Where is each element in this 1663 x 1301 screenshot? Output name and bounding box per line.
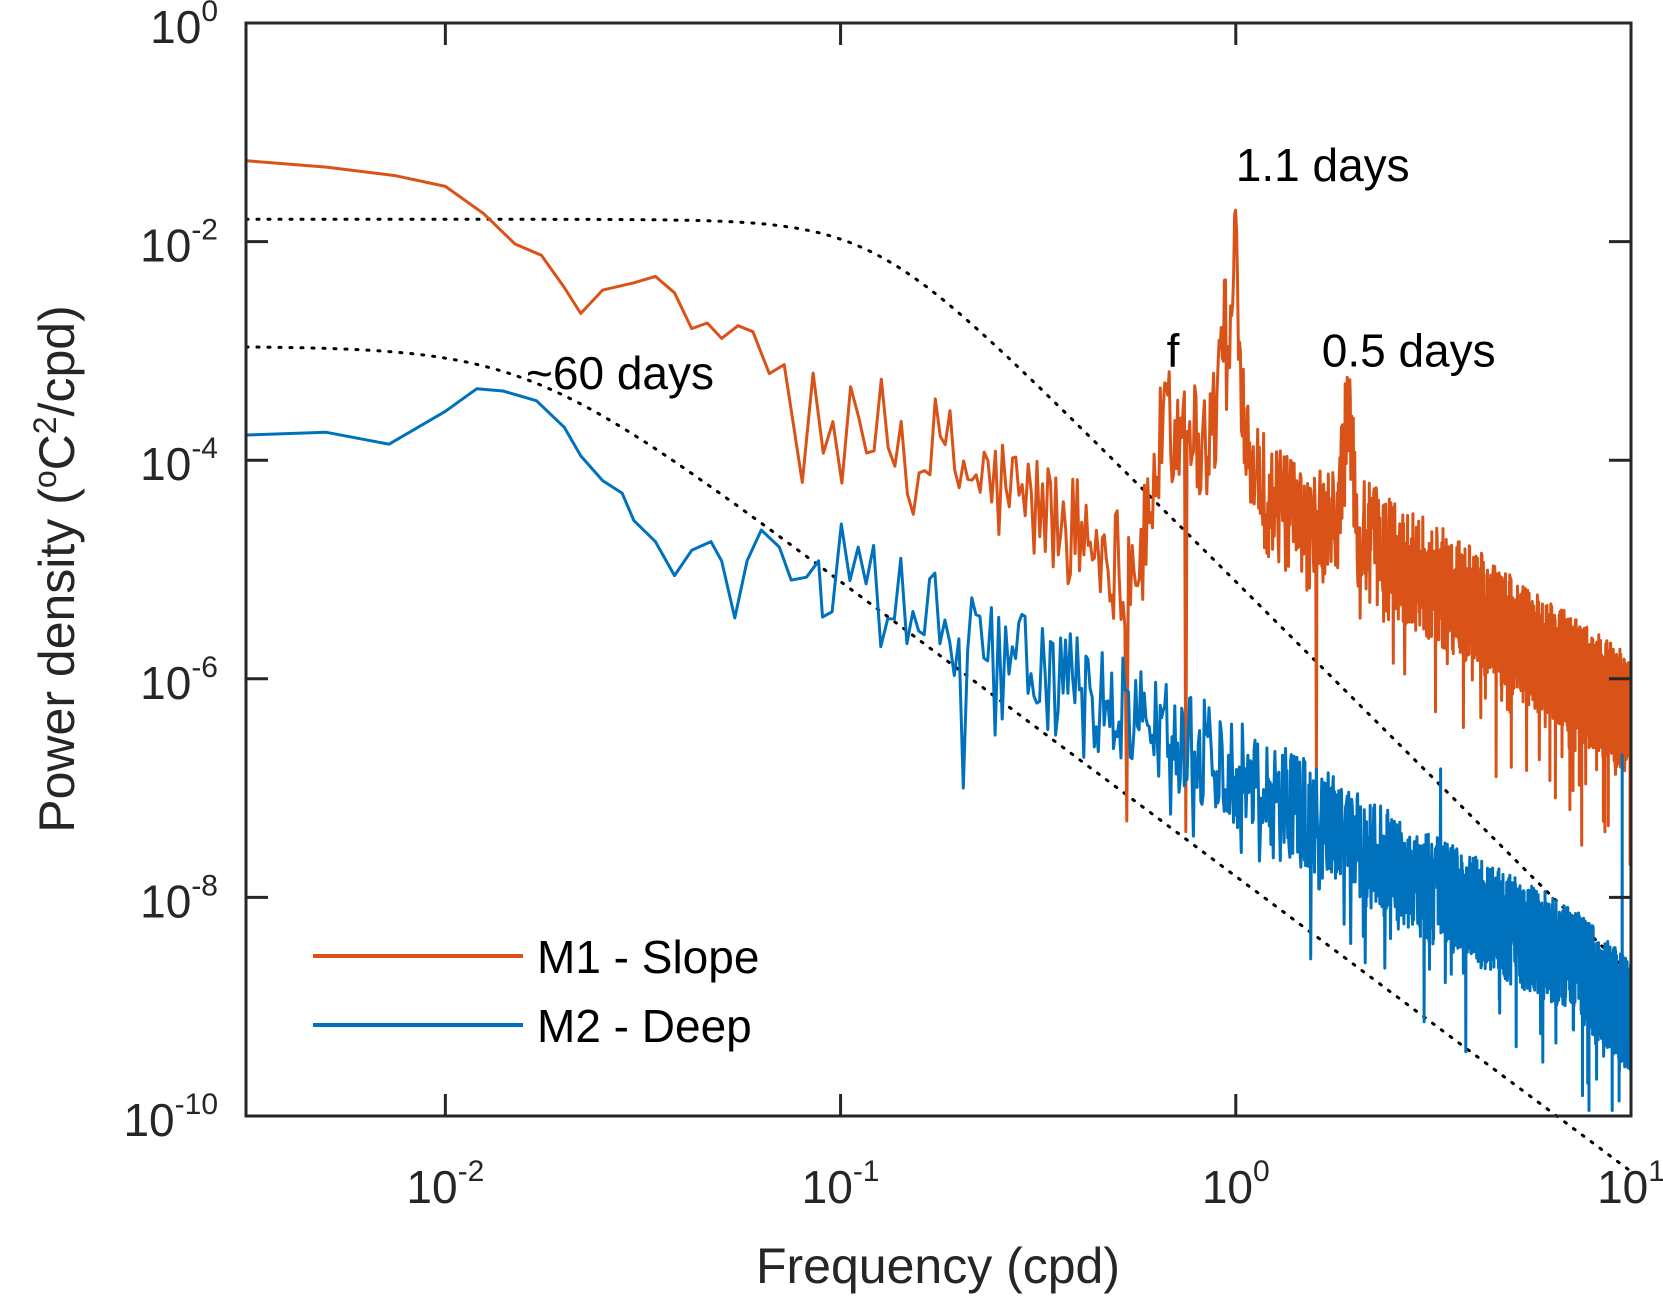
y-tick-label-4: 10-8 — [140, 869, 218, 927]
y-tick-exponent: 0 — [201, 0, 218, 28]
x-tick-exponent: -2 — [458, 1155, 485, 1188]
annotation-0-5-days: 0.5 days — [1322, 324, 1496, 376]
x-tick-exponent: -1 — [853, 1155, 880, 1188]
fit-curve-1 — [244, 217, 1633, 977]
x-tick-label-2: 100 — [1202, 1155, 1270, 1213]
x-tick-base: 10 — [802, 1161, 853, 1213]
x-tick-label-1: 10-1 — [802, 1155, 880, 1213]
y-axis-title-suffix: /cpd) — [29, 305, 85, 416]
y-tick-exponent: -4 — [191, 432, 218, 465]
x-tick-label-3: 101 — [1597, 1155, 1663, 1213]
y-tick-exponent: -2 — [191, 214, 218, 247]
y-tick-label-0: 100 — [150, 0, 218, 53]
y-tick-exponent: -10 — [175, 1088, 218, 1121]
y-axis-title: Power density (oC2/cpd) — [27, 305, 85, 832]
data-series — [245, 159, 1633, 1112]
x-tick-label-0: 10-2 — [406, 1155, 484, 1213]
x-tick-exponent: 0 — [1253, 1155, 1270, 1188]
x-tick-exponent: 1 — [1648, 1155, 1663, 1188]
fit-curves — [244, 217, 1633, 1173]
annotation-f: f — [1167, 324, 1180, 376]
y-tick-exponent: -6 — [191, 651, 218, 684]
y-tick-base: 10 — [140, 657, 191, 709]
y-tick-label-3: 10-6 — [140, 651, 218, 709]
y-tick-label-2: 10-4 — [140, 432, 218, 490]
y-tick-label-1: 10-2 — [140, 214, 218, 272]
x-tick-base: 10 — [406, 1161, 457, 1213]
y-axis-title-unit: C — [29, 434, 85, 470]
y-axis-title-prefix: Power density ( — [29, 488, 85, 833]
y-tick-label-5: 10-10 — [123, 1088, 218, 1146]
y-tick-base: 10 — [150, 1, 201, 53]
y-axis-title-squared: 2 — [27, 416, 63, 434]
series-line-m2-deep — [245, 387, 1633, 1112]
y-tick-exponent: -8 — [191, 869, 218, 902]
fit-curve-2 — [244, 345, 1633, 1173]
y-tick-base: 10 — [140, 220, 191, 272]
annotation-1-1-days: 1.1 days — [1236, 139, 1410, 191]
series-line-m1-slope — [245, 159, 1633, 867]
y-axis-title-degree: o — [27, 470, 63, 488]
annotation-60-days: ~60 days — [526, 347, 714, 399]
y-tick-base: 10 — [140, 875, 191, 927]
legend: M1 - Slope M2 - Deep — [313, 931, 759, 1052]
x-tick-base: 10 — [1597, 1161, 1648, 1213]
y-tick-base: 10 — [123, 1094, 174, 1146]
plot-frame — [244, 21, 1633, 1118]
peak-annotations: 1.1 days f 0.5 days ~60 days — [526, 139, 1496, 399]
x-tick-base: 10 — [1202, 1161, 1253, 1213]
x-axis-title: Frequency (cpd) — [756, 1238, 1120, 1294]
axis-ticks — [246, 21, 1633, 1118]
legend-label-m1: M1 - Slope — [537, 931, 759, 983]
legend-label-m2: M2 - Deep — [537, 1000, 752, 1052]
y-tick-base: 10 — [140, 438, 191, 490]
